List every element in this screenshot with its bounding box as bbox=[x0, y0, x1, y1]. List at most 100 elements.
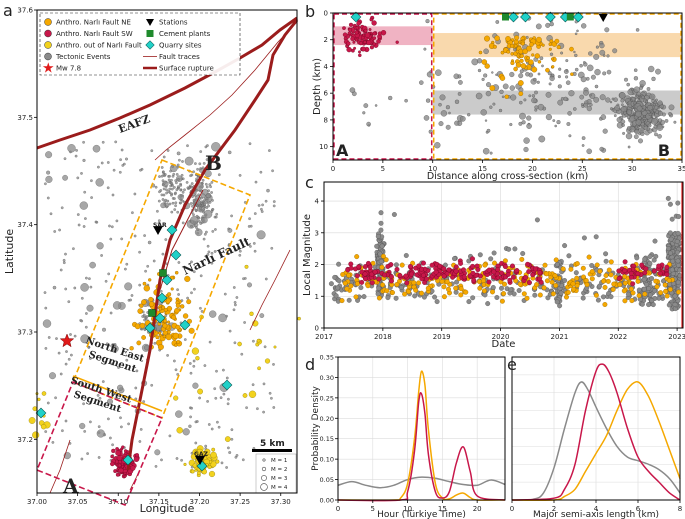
anthro-ne-depth-dot bbox=[520, 41, 525, 46]
anthro-out-dot bbox=[191, 347, 199, 355]
tectonic-event-dot bbox=[159, 289, 163, 293]
tectonic-depth-dot bbox=[585, 76, 590, 81]
magnitude-legend-label: M = 1 bbox=[271, 458, 287, 464]
x-tick-label: 10 bbox=[403, 505, 412, 513]
anthro-out-dot bbox=[242, 393, 248, 398]
panel-c-magnitude-time: 2017 2018 2019 2020 2021 2022 2023 0 1 2 3 4 Date Loc… bbox=[302, 173, 685, 350]
tectonic-depth-dot bbox=[509, 85, 515, 91]
tectonic-depth-dot bbox=[574, 32, 578, 36]
tectonic-depth-dot bbox=[589, 103, 593, 107]
tectonic-event-dot bbox=[252, 242, 256, 245]
x-tick-label: 2023 bbox=[668, 333, 685, 341]
tectonic-event-dot bbox=[79, 422, 86, 430]
tectonic-event-dot bbox=[80, 457, 84, 461]
tectonic-event-dot bbox=[102, 327, 106, 332]
anthro-ne-mag-dot bbox=[667, 286, 673, 292]
tectonic-depth-dot bbox=[625, 132, 633, 140]
anthro-sw-mag-dot bbox=[657, 270, 663, 276]
tectonic-event-dot bbox=[190, 224, 193, 228]
y-tick-label: 37.6 bbox=[17, 7, 33, 15]
anthro-sw-mag-dot bbox=[643, 266, 649, 272]
tectonic-event-dot bbox=[199, 306, 202, 310]
tectonic-event-dot bbox=[112, 301, 122, 310]
anthro-sw-mag-dot bbox=[367, 264, 373, 270]
tectonic-event-dot bbox=[235, 454, 239, 457]
tectonic-depth-dot bbox=[623, 110, 627, 115]
anthro-ne-mag-dot bbox=[610, 286, 616, 292]
x-tick-label: 15 bbox=[438, 505, 447, 513]
tectonic-event-dot bbox=[96, 242, 104, 250]
tectonic-depth-dot bbox=[491, 71, 494, 74]
cement-surface-marker bbox=[566, 13, 574, 21]
anthro-sw-depth-dot bbox=[354, 38, 359, 42]
tectonic-depth-dot bbox=[349, 87, 356, 93]
tectonic-mag-dot bbox=[675, 200, 681, 206]
anthro-sw-mag-dot bbox=[453, 264, 459, 270]
x-tick-label: 10 bbox=[428, 165, 437, 173]
anthro-ne-mag-dot bbox=[524, 295, 530, 301]
anthro-ne-dot bbox=[182, 313, 189, 319]
tectonic-event-dot bbox=[154, 185, 158, 189]
x-tick-label: 2021 bbox=[550, 333, 568, 341]
x-axis-title: Distance along cross-section (km) bbox=[427, 171, 588, 182]
x-tick-label: 37.00 bbox=[27, 498, 47, 506]
anthro-out-dot bbox=[197, 388, 203, 395]
anthro-ne-depth-dot bbox=[549, 39, 554, 43]
tectonic-depth-dot bbox=[580, 76, 587, 83]
anthro-sw-dot bbox=[115, 450, 121, 456]
anthro-sw-dot bbox=[121, 445, 125, 449]
tectonic-event-dot bbox=[190, 182, 194, 185]
tectonic-mag-dot bbox=[562, 278, 568, 283]
anthro-sw-depth-dot bbox=[380, 30, 387, 36]
tectonic-mag-dot bbox=[669, 267, 675, 273]
tectonic-depth-dot bbox=[519, 100, 523, 105]
tectonic-depth-dot bbox=[657, 134, 662, 139]
tectonic-event-dot bbox=[110, 225, 114, 229]
anthro-sw-depth-dot bbox=[368, 28, 372, 31]
anthro-ne-dot bbox=[166, 305, 173, 312]
tectonic-event-dot bbox=[213, 250, 217, 253]
panel-b-frame bbox=[332, 12, 683, 161]
tectonic-depth-dot bbox=[557, 75, 561, 79]
anthro-out-dot bbox=[211, 447, 216, 452]
tectonic-depth-dot bbox=[614, 105, 621, 111]
tectonic-event-dot bbox=[245, 406, 248, 410]
anthro-ne-mag-dot bbox=[550, 291, 556, 297]
tectonic-depth-dot bbox=[366, 121, 371, 127]
tectonic-depth-dot bbox=[648, 113, 652, 117]
tectonic-mag-dot bbox=[545, 295, 551, 301]
tectonic-event-dot bbox=[217, 425, 221, 429]
tectonic-event-dot bbox=[216, 420, 219, 424]
tectonic-event-dot bbox=[202, 208, 205, 212]
anthro-ne-depth-dot bbox=[551, 65, 555, 69]
tectonic-event-dot bbox=[181, 221, 185, 225]
anthro-sw-mag-dot bbox=[376, 276, 382, 282]
anthro-ne-dot bbox=[187, 318, 192, 324]
anthro-ne-mag-dot bbox=[658, 290, 664, 296]
tectonic-event-dot bbox=[80, 381, 84, 385]
tectonic-event-dot bbox=[203, 364, 207, 367]
tectonic-event-dot bbox=[45, 151, 53, 159]
anthro-ne-mag-dot bbox=[553, 257, 559, 263]
quarry-site-marker bbox=[156, 292, 168, 304]
anthro-ne-mag-dot bbox=[542, 262, 548, 268]
tectonic-event-dot bbox=[218, 313, 227, 323]
fault-trace-line bbox=[49, 439, 71, 494]
anthro-sw-mag-dot bbox=[359, 279, 365, 285]
tectonic-depth-dot bbox=[526, 115, 532, 121]
tectonic-event-dot bbox=[107, 398, 113, 405]
tectonic-depth-dot bbox=[581, 136, 586, 140]
y-tick-label: 0.25 bbox=[320, 394, 334, 402]
anthro-sw-mag-dot bbox=[388, 274, 394, 280]
tectonic-event-dot bbox=[97, 456, 101, 459]
tectonic-event-dot bbox=[120, 425, 123, 429]
anthro-sw-mag-dot bbox=[475, 267, 481, 273]
anthro-sw-mag-dot bbox=[522, 275, 528, 280]
cement-plant-marker bbox=[159, 269, 167, 277]
tectonic-event-dot bbox=[169, 169, 172, 173]
anthro-ne-dot bbox=[143, 285, 150, 292]
tectonic-event-dot bbox=[79, 201, 88, 210]
tectonic-event-dot bbox=[230, 437, 234, 441]
mw78-epicenter-star bbox=[59, 333, 75, 348]
